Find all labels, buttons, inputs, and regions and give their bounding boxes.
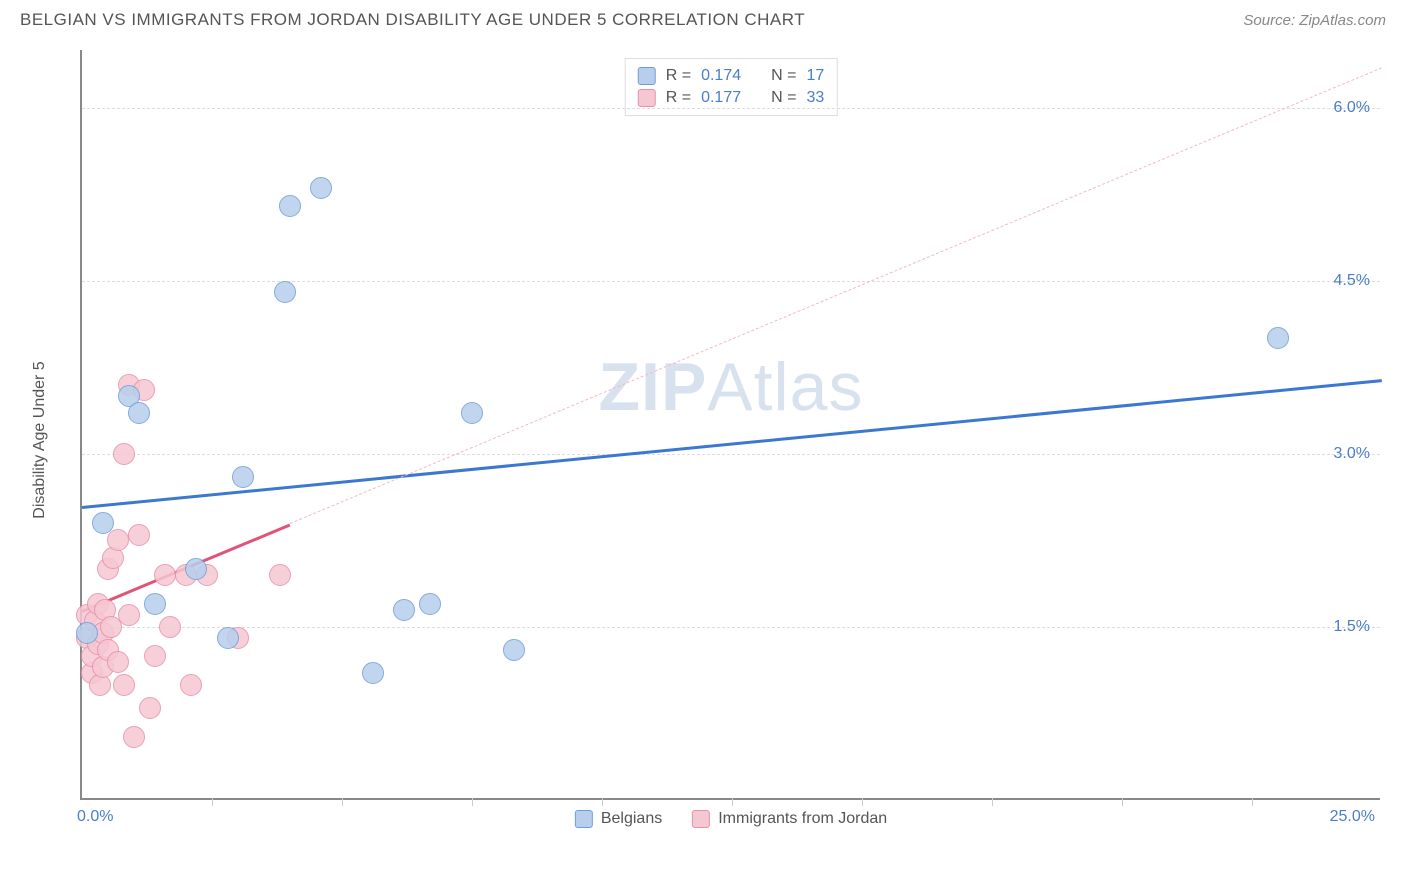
x-tick	[602, 798, 603, 806]
point-belgians	[461, 402, 483, 424]
x-tick	[732, 798, 733, 806]
point-belgians	[274, 281, 296, 303]
point-jordan	[154, 564, 176, 586]
point-belgians	[76, 622, 98, 644]
x-tick	[1122, 798, 1123, 806]
y-axis-label: Disability Age Under 5	[31, 361, 49, 518]
swatch-belgians-icon	[575, 810, 593, 828]
x-tick	[992, 798, 993, 806]
point-belgians	[393, 599, 415, 621]
x-tick	[212, 798, 213, 806]
point-jordan	[107, 651, 129, 673]
legend-row-belgians: R = 0.174 N = 17	[638, 65, 825, 87]
swatch-jordan	[638, 89, 656, 107]
point-jordan	[128, 524, 150, 546]
point-belgians	[1267, 327, 1289, 349]
point-belgians	[362, 662, 384, 684]
trend-line-dashed	[290, 67, 1382, 524]
point-jordan	[107, 529, 129, 551]
swatch-jordan-icon	[692, 810, 710, 828]
x-tick	[1252, 798, 1253, 806]
legend-item-jordan: Immigrants from Jordan	[692, 810, 887, 828]
point-belgians	[144, 593, 166, 615]
point-jordan	[113, 443, 135, 465]
chart-area: Disability Age Under 5 ZIPAtlas R = 0.17…	[50, 50, 1380, 830]
x-tick	[342, 798, 343, 806]
y-tick-label: 1.5%	[1334, 618, 1370, 636]
point-belgians	[279, 195, 301, 217]
point-jordan	[144, 645, 166, 667]
point-belgians	[92, 512, 114, 534]
point-jordan	[180, 674, 202, 696]
point-jordan	[113, 674, 135, 696]
series-legend: Belgians Immigrants from Jordan	[575, 810, 887, 828]
x-tick	[862, 798, 863, 806]
x-tick	[472, 798, 473, 806]
chart-title: BELGIAN VS IMMIGRANTS FROM JORDAN DISABI…	[20, 10, 805, 30]
watermark: ZIPAtlas	[599, 348, 864, 426]
point-belgians	[503, 639, 525, 661]
point-belgians	[232, 466, 254, 488]
legend-row-jordan: R = 0.177 N = 33	[638, 87, 825, 109]
y-tick-label: 3.0%	[1334, 445, 1370, 463]
trend-line	[82, 379, 1382, 509]
gridline-h	[82, 281, 1380, 282]
gridline-h	[82, 627, 1380, 628]
chart-source: Source: ZipAtlas.com	[1243, 12, 1386, 29]
chart-header: BELGIAN VS IMMIGRANTS FROM JORDAN DISABI…	[0, 0, 1406, 35]
point-belgians	[217, 627, 239, 649]
point-belgians	[310, 177, 332, 199]
x-axis-right-label: 25.0%	[1330, 808, 1375, 826]
point-jordan	[269, 564, 291, 586]
point-jordan	[159, 616, 181, 638]
swatch-belgians	[638, 67, 656, 85]
x-axis-left-label: 0.0%	[77, 808, 113, 826]
gridline-h	[82, 108, 1380, 109]
y-tick-label: 6.0%	[1334, 99, 1370, 117]
point-jordan	[139, 697, 161, 719]
plot-region: ZIPAtlas R = 0.174 N = 17 R = 0.177 N = …	[80, 50, 1380, 800]
point-belgians	[128, 402, 150, 424]
point-belgians	[419, 593, 441, 615]
gridline-h	[82, 454, 1380, 455]
point-belgians	[185, 558, 207, 580]
point-jordan	[118, 604, 140, 626]
y-tick-label: 4.5%	[1334, 272, 1370, 290]
legend-item-belgians: Belgians	[575, 810, 662, 828]
point-jordan	[123, 726, 145, 748]
